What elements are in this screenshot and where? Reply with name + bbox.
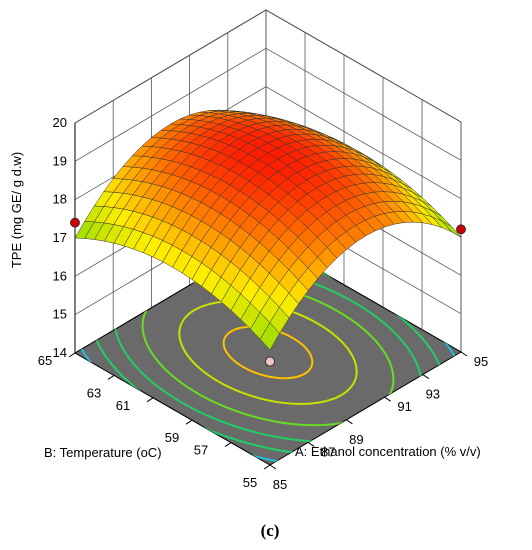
z-tick-label: 14: [53, 345, 67, 360]
tick-labels: 14 15 16 17 18 19 20 85 87 89 91 93 95 55 57 59 61 63 65: [38, 115, 488, 492]
x-axis-title: A: Ethanol concentration (% v/v): [295, 444, 481, 459]
z-tick-label: 17: [53, 230, 67, 245]
x-tick-label: 87: [321, 444, 335, 459]
x-tick-mark: [422, 374, 430, 380]
x-tick-label: 93: [426, 387, 440, 402]
y-tick-mark: [185, 419, 193, 425]
y-tick-label: 57: [194, 443, 208, 458]
response-surface: [74, 109, 462, 351]
x-tick-mark: [384, 396, 391, 402]
x-tick-label: 95: [474, 354, 488, 369]
x-tick-label: 85: [273, 477, 287, 492]
z-tick-label: 19: [53, 153, 67, 168]
z-tick-label: 16: [53, 268, 67, 283]
design-points: [70, 217, 466, 367]
y-tick-mark: [263, 464, 271, 470]
y-tick-label: 61: [116, 398, 130, 413]
y-tick-mark: [146, 397, 154, 403]
design-point: [456, 224, 466, 235]
y-tick-mark: [224, 442, 232, 448]
z-tick-label: 18: [53, 192, 67, 207]
x-tick-label: 89: [349, 432, 363, 447]
y-tick-label: 63: [87, 385, 101, 400]
y-axis-title: B: Temperature (oC): [44, 445, 162, 460]
y-tick-label: 65: [38, 353, 52, 368]
y-tick-mark: [107, 374, 115, 380]
x-tick-mark: [307, 441, 315, 447]
surface-cell: [259, 322, 280, 351]
x-tick-mark: [460, 351, 468, 357]
design-point: [265, 356, 275, 367]
panel-label: (c): [261, 521, 280, 540]
z-axis-title: TPE (mg GE/ g d.w): [9, 152, 24, 268]
x-tick-label: 91: [397, 399, 411, 414]
y-tick-label: 55: [243, 475, 257, 490]
y-tick-label: 59: [165, 430, 179, 445]
y-tick-mark: [68, 352, 76, 358]
design-point: [70, 217, 80, 228]
x-tick-mark: [346, 419, 353, 425]
z-tick-label: 20: [53, 115, 67, 130]
z-tick-label: 15: [53, 307, 67, 322]
x-tick-mark: [269, 464, 277, 470]
